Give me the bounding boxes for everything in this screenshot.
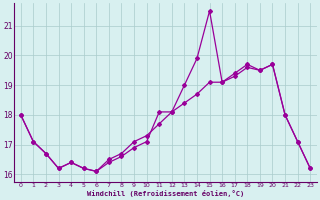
X-axis label: Windchill (Refroidissement éolien,°C): Windchill (Refroidissement éolien,°C) — [87, 190, 244, 197]
